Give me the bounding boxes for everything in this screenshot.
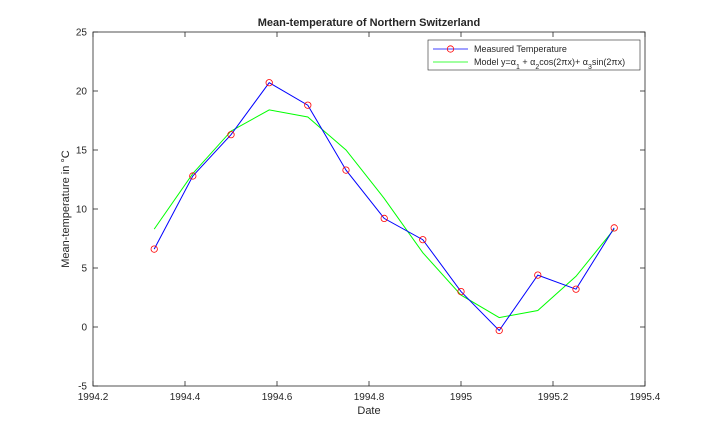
series-line-measured <box>153 82 615 332</box>
legend-sub-3: 3 <box>588 64 592 71</box>
series-layer <box>150 79 618 335</box>
x-tick-label: 1994.8 <box>354 392 385 403</box>
legend-marker-measured <box>446 45 455 53</box>
data-point-measured <box>495 326 503 335</box>
legend-alpha-2: α <box>530 57 535 67</box>
legend-label-measured: Measured Temperature <box>474 44 567 54</box>
legend-box <box>427 39 641 71</box>
data-point-measured <box>610 224 618 232</box>
x-tick-label: 1994.6 <box>262 392 293 403</box>
x-tick-label: 1994.2 <box>78 392 109 403</box>
data-point-measured <box>572 285 580 293</box>
data-point-measured <box>419 236 427 244</box>
y-tick-label: -5 <box>78 382 87 393</box>
legend-alpha-1: α <box>511 57 516 67</box>
y-tick-label: 10 <box>76 205 88 216</box>
data-point-measured <box>457 287 465 296</box>
x-tick-label: 1995.2 <box>538 392 569 403</box>
x-tick-label: 1994.4 <box>170 392 201 403</box>
y-tick-label: 15 <box>76 146 88 157</box>
x-tick-label: 1995 <box>450 392 473 403</box>
x-tick-label: 1995.4 <box>630 392 661 403</box>
legend-sub-1: 1 <box>516 64 520 71</box>
legend-sub-2: 2 <box>535 64 539 71</box>
chart-title: Mean-temperature of Northern Switzerland <box>258 17 480 29</box>
data-point-measured <box>265 79 273 87</box>
data-point-measured <box>304 101 312 109</box>
data-point-measured <box>380 214 388 222</box>
legend-plus: + <box>520 57 530 67</box>
data-point-measured <box>150 245 158 253</box>
plot-area <box>92 31 646 387</box>
y-tick-label: 25 <box>76 28 88 39</box>
axis-ticks: 1994.2 1994.4 1994.6 1994.8 1995 1995.2 1995.4… <box>76 28 661 404</box>
legend: Measured Temperature Model y=α1 + α2cos(… <box>427 39 641 71</box>
data-point-measured <box>189 172 197 180</box>
legend-sin-term: sin(2πx) <box>592 57 625 67</box>
y-tick-label: 20 <box>76 87 88 98</box>
axes-box <box>92 31 646 387</box>
legend-label-model: Model y=α1 + α2cos(2πx)+ α3sin(2πx) <box>474 57 625 71</box>
legend-alpha-3: α <box>583 57 588 67</box>
data-point-measured <box>227 131 235 139</box>
y-axis-label: Mean-temperature in °C <box>60 150 72 268</box>
data-point-measured <box>342 166 350 174</box>
legend-cos-term: cos(2πx)+ <box>539 57 582 67</box>
y-tick-label: 5 <box>81 264 87 275</box>
y-tick-label: 0 <box>81 323 87 334</box>
legend-model-prefix: Model y= <box>474 57 511 67</box>
x-axis-label: Date <box>357 405 380 417</box>
data-point-measured <box>534 271 542 279</box>
